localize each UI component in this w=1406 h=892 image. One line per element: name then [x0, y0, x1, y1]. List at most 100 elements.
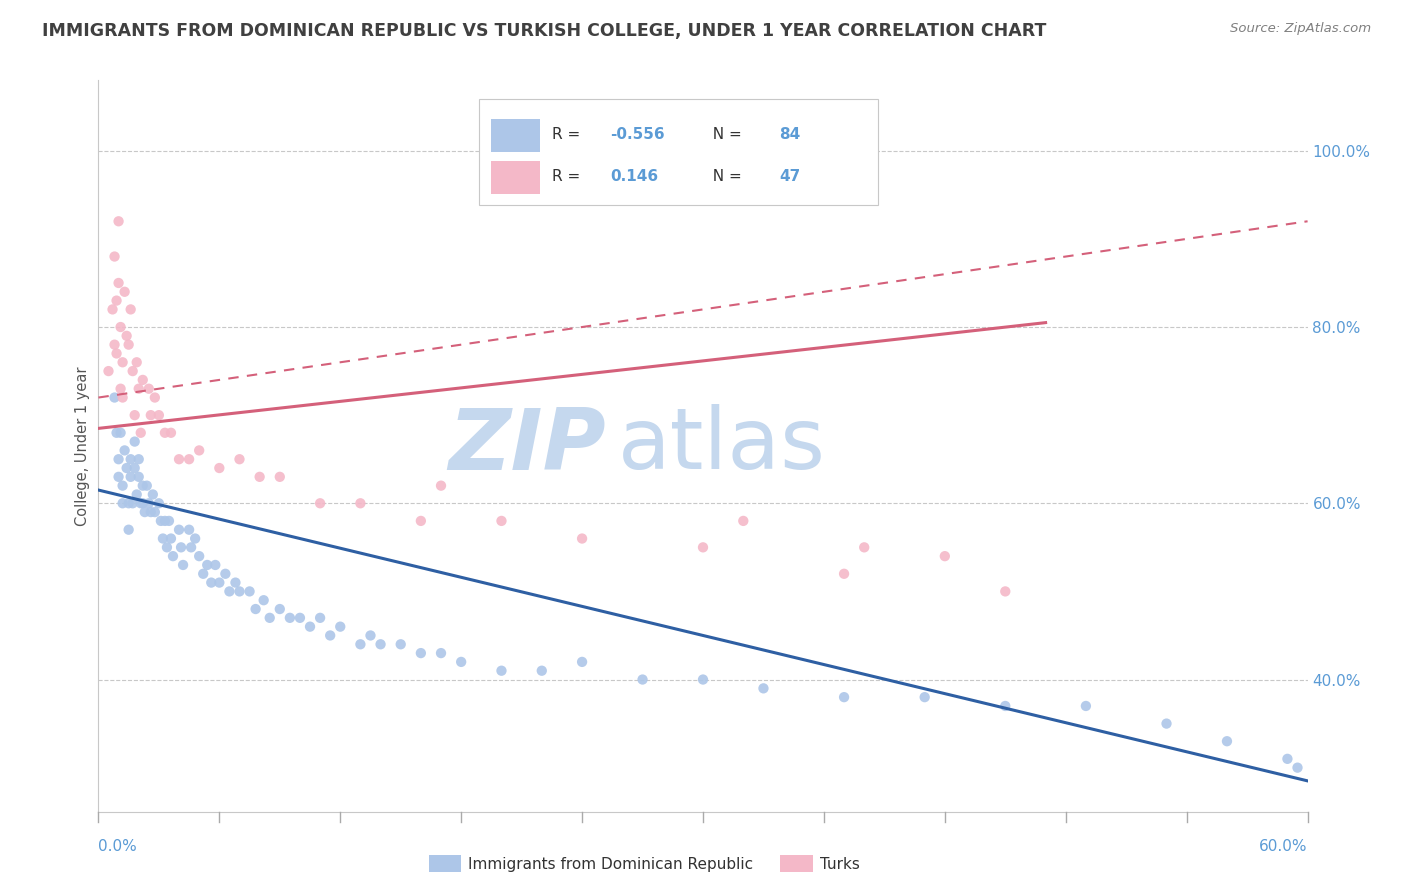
Point — [994, 584, 1017, 599]
Point — [128, 452, 150, 467]
Point — [149, 514, 172, 528]
Point — [148, 496, 170, 510]
Point — [97, 364, 120, 378]
Text: atlas: atlas — [619, 404, 827, 488]
Point — [269, 470, 291, 484]
Point — [114, 285, 136, 299]
Point — [179, 523, 201, 537]
Point — [571, 532, 593, 546]
Point — [107, 470, 129, 484]
Point — [853, 541, 876, 555]
Point — [180, 541, 202, 555]
Point — [172, 558, 194, 572]
Point — [132, 373, 155, 387]
Point — [491, 664, 513, 678]
Point — [167, 452, 190, 467]
Point — [218, 584, 240, 599]
Point — [409, 514, 432, 528]
Point — [188, 549, 211, 563]
Text: IMMIGRANTS FROM DOMINICAN REPUBLIC VS TURKISH COLLEGE, UNDER 1 YEAR CORRELATION : IMMIGRANTS FROM DOMINICAN REPUBLIC VS TU… — [42, 22, 1046, 40]
Point — [110, 382, 132, 396]
Point — [188, 443, 211, 458]
Text: R =: R = — [553, 169, 585, 185]
Point — [143, 391, 166, 405]
Text: -0.556: -0.556 — [610, 127, 665, 142]
Text: N =: N = — [703, 169, 747, 185]
Point — [110, 425, 132, 440]
Point — [128, 470, 150, 484]
Point — [148, 408, 170, 422]
Point — [105, 293, 128, 308]
Point — [170, 541, 193, 555]
Point — [1074, 698, 1097, 713]
Point — [631, 673, 654, 687]
Text: 0.146: 0.146 — [610, 169, 658, 185]
Point — [430, 478, 453, 492]
Text: ZIP: ZIP — [449, 404, 606, 488]
Point — [530, 664, 553, 678]
Point — [120, 470, 142, 484]
Point — [733, 514, 755, 528]
Point — [111, 355, 134, 369]
Point — [1286, 761, 1309, 775]
Point — [309, 496, 332, 510]
Point — [110, 320, 132, 334]
Point — [143, 505, 166, 519]
Point — [125, 487, 148, 501]
Point — [389, 637, 412, 651]
Point — [1216, 734, 1239, 748]
Point — [491, 514, 513, 528]
Point — [299, 620, 322, 634]
Point — [111, 478, 134, 492]
Point — [832, 566, 855, 581]
Point — [103, 250, 125, 264]
Point — [135, 478, 157, 492]
Point — [249, 470, 271, 484]
Point — [160, 532, 183, 546]
Point — [692, 673, 714, 687]
Point — [125, 355, 148, 369]
Point — [184, 532, 207, 546]
Point — [138, 496, 160, 510]
Point — [208, 575, 231, 590]
Point — [103, 391, 125, 405]
Point — [157, 514, 180, 528]
Text: 47: 47 — [779, 169, 800, 185]
Point — [153, 514, 176, 528]
Point — [128, 382, 150, 396]
Point — [124, 461, 146, 475]
Point — [111, 496, 134, 510]
Point — [105, 425, 128, 440]
Point — [118, 523, 141, 537]
Point — [107, 214, 129, 228]
Point — [124, 408, 146, 422]
Point — [118, 337, 141, 351]
Point — [329, 620, 352, 634]
Point — [179, 452, 201, 467]
Bar — [492, 119, 540, 152]
Point — [228, 452, 250, 467]
Point — [278, 611, 301, 625]
Point — [107, 452, 129, 467]
Point — [193, 566, 215, 581]
Point — [101, 302, 124, 317]
Point — [752, 681, 775, 696]
Point — [129, 425, 152, 440]
Point — [360, 628, 382, 642]
Text: 0.0%: 0.0% — [98, 839, 138, 855]
Point — [832, 690, 855, 705]
Point — [134, 505, 156, 519]
Point — [156, 541, 179, 555]
Point — [142, 487, 165, 501]
Point — [111, 391, 134, 405]
Point — [121, 496, 143, 510]
Point — [914, 690, 936, 705]
Point — [1156, 716, 1178, 731]
Y-axis label: College, Under 1 year: College, Under 1 year — [75, 367, 90, 525]
Point — [120, 302, 142, 317]
Point — [114, 443, 136, 458]
Point — [129, 496, 152, 510]
Point — [132, 496, 155, 510]
Bar — [492, 161, 540, 194]
Point — [153, 425, 176, 440]
